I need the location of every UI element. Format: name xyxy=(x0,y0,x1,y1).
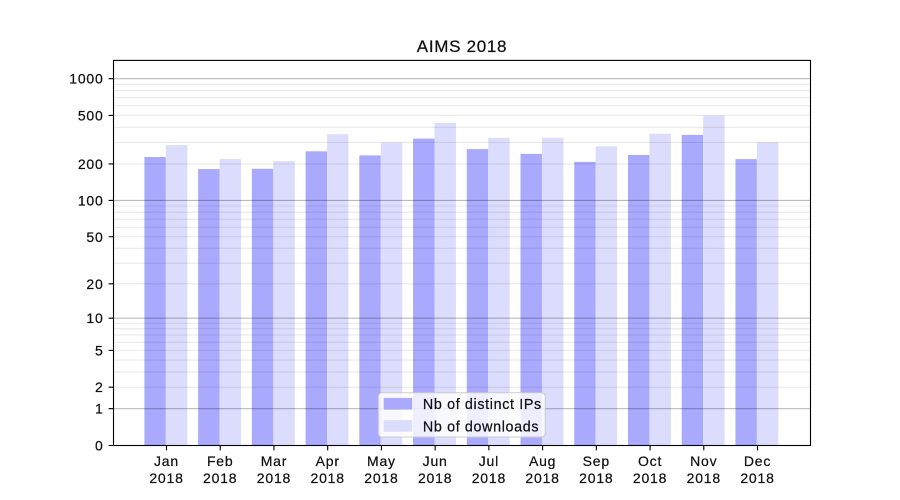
svg-text:Dec: Dec xyxy=(744,453,771,469)
svg-text:2018: 2018 xyxy=(472,470,506,486)
svg-text:AIMS 2018: AIMS 2018 xyxy=(417,37,507,56)
svg-text:2018: 2018 xyxy=(418,470,452,486)
svg-text:2018: 2018 xyxy=(687,470,721,486)
svg-text:Nb of distinct IPs: Nb of distinct IPs xyxy=(423,397,542,413)
svg-text:10: 10 xyxy=(86,310,103,326)
svg-text:2018: 2018 xyxy=(364,470,398,486)
svg-text:0: 0 xyxy=(95,438,104,454)
svg-text:Oct: Oct xyxy=(638,453,662,469)
svg-text:Aug: Aug xyxy=(529,453,556,469)
svg-text:2018: 2018 xyxy=(740,470,774,486)
svg-text:Jun: Jun xyxy=(423,453,448,469)
svg-text:1000: 1000 xyxy=(69,71,103,87)
svg-text:1: 1 xyxy=(95,401,104,417)
svg-text:2018: 2018 xyxy=(257,470,291,486)
svg-text:5: 5 xyxy=(95,342,104,358)
svg-text:Nb of downloads: Nb of downloads xyxy=(423,419,539,435)
svg-text:2018: 2018 xyxy=(525,470,559,486)
svg-text:Feb: Feb xyxy=(207,453,234,469)
svg-text:2018: 2018 xyxy=(311,470,345,486)
svg-text:50: 50 xyxy=(86,229,103,245)
svg-text:20: 20 xyxy=(86,276,103,292)
svg-text:2018: 2018 xyxy=(579,470,613,486)
svg-text:Nov: Nov xyxy=(690,453,717,469)
svg-text:100: 100 xyxy=(78,192,104,208)
svg-text:2018: 2018 xyxy=(203,470,237,486)
svg-text:Mar: Mar xyxy=(261,453,288,469)
svg-text:Sep: Sep xyxy=(583,453,610,469)
svg-text:500: 500 xyxy=(78,107,104,123)
svg-text:Jan: Jan xyxy=(154,453,179,469)
svg-text:2018: 2018 xyxy=(633,470,667,486)
svg-text:2018: 2018 xyxy=(149,470,183,486)
svg-text:Jul: Jul xyxy=(479,453,499,469)
svg-text:Apr: Apr xyxy=(316,453,340,469)
svg-text:May: May xyxy=(367,453,396,469)
svg-text:2: 2 xyxy=(95,379,104,395)
svg-text:200: 200 xyxy=(78,156,104,172)
